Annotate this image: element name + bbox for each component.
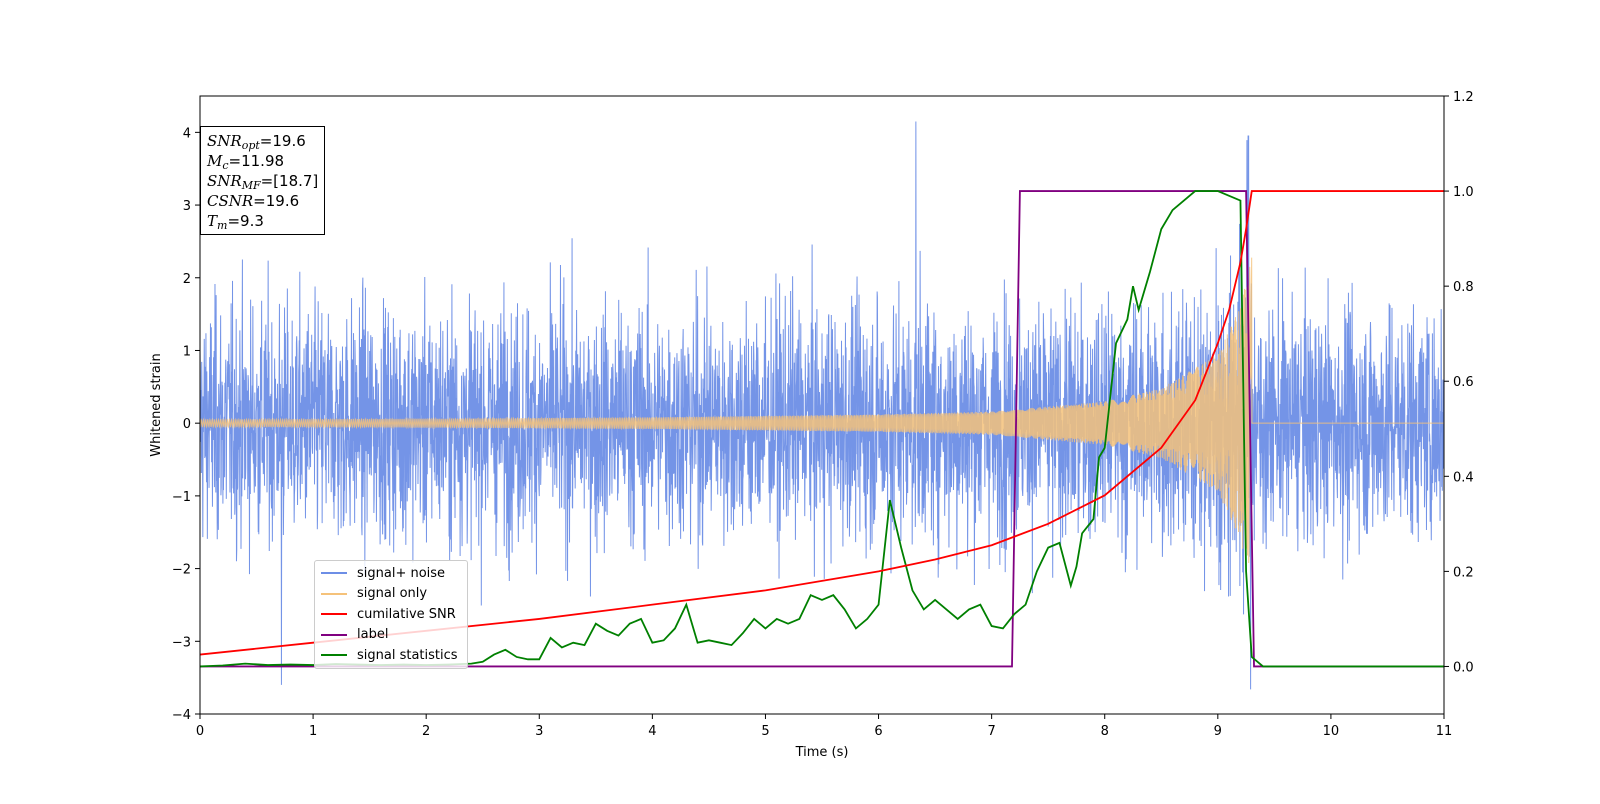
y-axis-label: Whitened strain [149,353,164,456]
y-right-tick-label: 0.0 [1453,660,1474,675]
legend-item-signal-noise: signal+ noise [315,563,467,584]
y-tick-label: −2 [172,563,191,578]
legend-swatch [321,613,347,616]
legend-item-signal-statistics: signal statistics [315,645,467,666]
legend-label: label [357,627,389,643]
y-right-tick-label: 1.0 [1453,185,1474,200]
x-tick-label: 8 [1101,724,1109,739]
y-tick-label: 1 [183,344,191,359]
legend-label: signal+ noise [357,565,446,581]
axes: 0 1 2 3 4 5 6 7 8 9 10 1143210−1−2−3−41.21.00.80.60… [172,90,1474,739]
series-cumulative-snr [200,190,1444,656]
x-tick-label: 6 [874,724,882,739]
x-tick-label: 11 [1436,724,1453,739]
series-signal-only [200,257,1444,564]
y-right-tick-label: 1.2 [1453,90,1474,105]
x-tick-label: 9 [1214,724,1222,739]
x-tick-label: 3 [535,724,543,739]
y-tick-label: 3 [183,199,191,214]
x-tick-label: 4 [648,724,656,739]
y-tick-label: 0 [183,417,191,432]
legend-swatch [321,572,347,575]
legend-label: signal statistics [357,647,458,663]
plot-area [200,121,1444,690]
y-tick-label: −1 [172,490,191,505]
legend-swatch [321,654,347,657]
y-right-tick-label: 0.8 [1453,280,1474,295]
x-tick-label: 10 [1323,724,1340,739]
x-tick-label: 0 [196,724,204,739]
merger-time-line: Tm=9.3 [207,212,264,232]
y-tick-label: −4 [172,708,191,723]
y-tick-label: 2 [183,272,191,287]
chirp-mass-line: Mc=11.98 [207,152,285,172]
legend-item-label: label [315,625,467,646]
snr-mf-line: SNRMF=[18.7] [207,172,319,192]
legend-item-signal-only: signal only [315,584,467,605]
y-right-tick-label: 0.2 [1453,565,1474,580]
plot-frame [199,95,1445,715]
csnr-line: CSNR=19.6 [207,192,300,210]
legend-item-cumulative-snr: cumilative SNR [315,604,467,625]
snr-opt-line: SNRopt=19.6 [207,132,306,152]
legend-swatch [321,592,347,595]
series-signal-statistics [200,190,1444,668]
y-right-tick-label: 0.4 [1453,470,1474,485]
stats-info-box: SNRopt=19.6 Mc=11.98 SNRMF=[18.7] CSNR=1… [200,126,326,235]
legend-swatch [321,633,347,636]
y-tick-label: 4 [183,126,191,141]
x-axis-label: Time (s) [795,745,849,760]
y-tick-label: −3 [172,635,191,650]
legend: signal+ noise signal only cumilative SNR… [314,560,468,669]
legend-label: signal only [357,586,428,602]
y-right-tick-label: 0.6 [1453,375,1474,390]
x-tick-label: 5 [761,724,769,739]
x-tick-label: 2 [422,724,430,739]
x-tick-label: 7 [987,724,995,739]
x-tick-label: 1 [309,724,317,739]
legend-label: cumilative SNR [357,606,456,622]
